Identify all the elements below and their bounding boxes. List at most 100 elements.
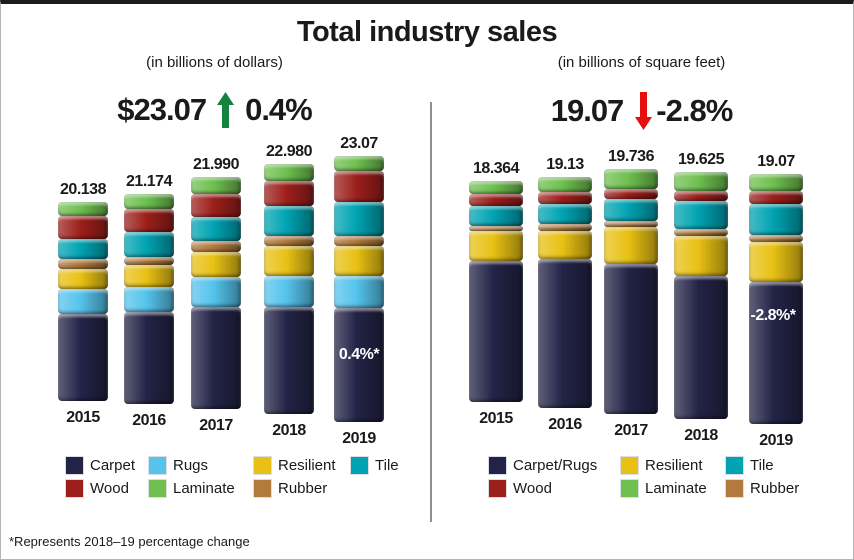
bar-segment-laminate xyxy=(58,202,108,217)
bar-segment-laminate xyxy=(124,194,174,210)
legend-item-rubber: Rubber xyxy=(254,480,336,497)
legend-item-rubber: Rubber xyxy=(726,480,799,497)
headline-squarefeet-change: -2.8% xyxy=(656,93,733,128)
bar-segment-laminate xyxy=(334,156,384,171)
bar-segment-tile xyxy=(674,200,728,229)
legend-swatch-rugs xyxy=(149,457,166,474)
year-label-2018: 2018 xyxy=(272,422,306,439)
bar-segment-wood xyxy=(264,180,314,206)
total-label-2019: 23.07 xyxy=(340,135,378,152)
stacked-bar-2018 xyxy=(264,164,314,414)
bar-segment-rugs xyxy=(58,288,108,314)
bar-segment-carpet xyxy=(469,260,523,402)
bar-segment-wood xyxy=(674,191,728,201)
legend-label: Tile xyxy=(375,457,399,474)
bar-segment-rugs xyxy=(334,276,384,308)
legend-swatch-rubber xyxy=(726,480,743,497)
legend-item-carpet: Carpet/Rugs xyxy=(489,457,597,474)
year-label-2018: 2018 xyxy=(684,427,718,444)
stacked-bar-2019 xyxy=(334,156,384,422)
legend-item-rugs: Rugs xyxy=(149,457,235,474)
bar-segment-rubber xyxy=(191,241,241,252)
year-label-2016: 2016 xyxy=(548,416,582,433)
up-arrow-icon xyxy=(217,92,235,128)
stacked-bar-2015 xyxy=(469,181,523,402)
headline-dollars-change: 0.4% xyxy=(245,92,313,127)
legend-item-wood: Wood xyxy=(489,480,597,497)
total-label-2016: 19.13 xyxy=(546,156,584,173)
bar-segment-tile xyxy=(469,206,523,226)
legend-swatch-resilient xyxy=(254,457,271,474)
legend-label: Rubber xyxy=(278,480,328,497)
bar-segment-wood xyxy=(124,209,174,233)
total-label-2015: 18.364 xyxy=(473,160,519,177)
stacked-bar-2019 xyxy=(749,174,803,424)
legend-item-wood: Wood xyxy=(66,480,135,497)
legend-column: Resilient Laminate xyxy=(621,457,707,497)
total-label-2018: 22.980 xyxy=(266,143,312,160)
bar-segment-resilient xyxy=(124,264,174,287)
legend-swatch-carpet xyxy=(66,457,83,474)
legend-item-resilient: Resilient xyxy=(621,457,707,474)
bar-segment-wood xyxy=(538,191,592,204)
year-label-2015: 2015 xyxy=(479,410,513,427)
total-label-2015: 20.138 xyxy=(60,181,106,198)
year-label-2016: 2016 xyxy=(132,412,166,429)
legend-column: Carpet Wood xyxy=(66,457,135,497)
legend-item-carpet: Carpet xyxy=(66,457,135,474)
legend-swatch-laminate xyxy=(149,480,166,497)
legend-column: Resilient Rubber xyxy=(254,457,336,497)
legend-swatch-rubber xyxy=(254,480,271,497)
bar-segment-rubber xyxy=(538,223,592,231)
bar-segment-rugs xyxy=(264,276,314,308)
bar-segment-rugs xyxy=(124,286,174,313)
bar-segment-wood xyxy=(191,193,241,217)
bar-segment-tile xyxy=(334,201,384,237)
bar-segment-carpet xyxy=(749,281,803,424)
legend-label: Wood xyxy=(90,480,129,497)
bar-segment-resilient xyxy=(469,231,523,261)
legend-column: Tile Rubber xyxy=(726,457,799,497)
legend-item-resilient: Resilient xyxy=(254,457,336,474)
bar-segment-tile xyxy=(124,232,174,257)
bar-segment-carpet xyxy=(538,258,592,408)
legend-swatch-wood xyxy=(66,480,83,497)
legend-item-laminate: Laminate xyxy=(621,480,707,497)
headline-squarefeet: 19.07 -2.8% xyxy=(428,92,853,130)
bar-segment-laminate xyxy=(191,177,241,194)
bar-segment-laminate xyxy=(674,172,728,191)
bar-segment-resilient xyxy=(674,236,728,277)
year-label-2015: 2015 xyxy=(66,409,100,426)
year-label-2019: 2019 xyxy=(342,430,376,447)
bar-segment-rubber xyxy=(124,256,174,265)
legend-label: Tile xyxy=(750,457,774,474)
bar-segment-wood xyxy=(58,216,108,240)
legend-label: Laminate xyxy=(173,480,235,497)
legend-label: Resilient xyxy=(645,457,703,474)
legend-item-laminate: Laminate xyxy=(149,480,235,497)
bar-segment-laminate xyxy=(264,164,314,181)
legend-item-tile: Tile xyxy=(726,457,799,474)
footnote: *Represents 2018–19 percentage change xyxy=(9,534,250,549)
bar-segment-rubber xyxy=(264,236,314,246)
legend-label: Resilient xyxy=(278,457,336,474)
bar-segment-wood xyxy=(604,188,658,200)
year-label-2017: 2017 xyxy=(614,422,648,439)
bar-segment-laminate xyxy=(604,169,658,189)
total-label-2017: 19.736 xyxy=(608,148,654,165)
headline-squarefeet-value: 19.07 xyxy=(550,93,625,128)
headline-dollars: $23.07 0.4% xyxy=(1,92,428,128)
total-label-2016: 21.174 xyxy=(126,173,172,190)
bar-segment-carpet xyxy=(264,307,314,414)
total-label-2019: 19.07 xyxy=(757,153,795,170)
legend-swatch-carpet xyxy=(489,457,506,474)
panel-divider xyxy=(430,102,432,522)
bar-segment-tile xyxy=(191,216,241,242)
bar-segment-rubber xyxy=(749,234,803,242)
down-arrow-icon xyxy=(635,92,653,130)
legend-label: Carpet/Rugs xyxy=(513,457,598,474)
bar-segment-carpet xyxy=(604,263,658,414)
bar-segment-wood xyxy=(334,170,384,202)
stacked-bar-2016 xyxy=(124,194,174,404)
